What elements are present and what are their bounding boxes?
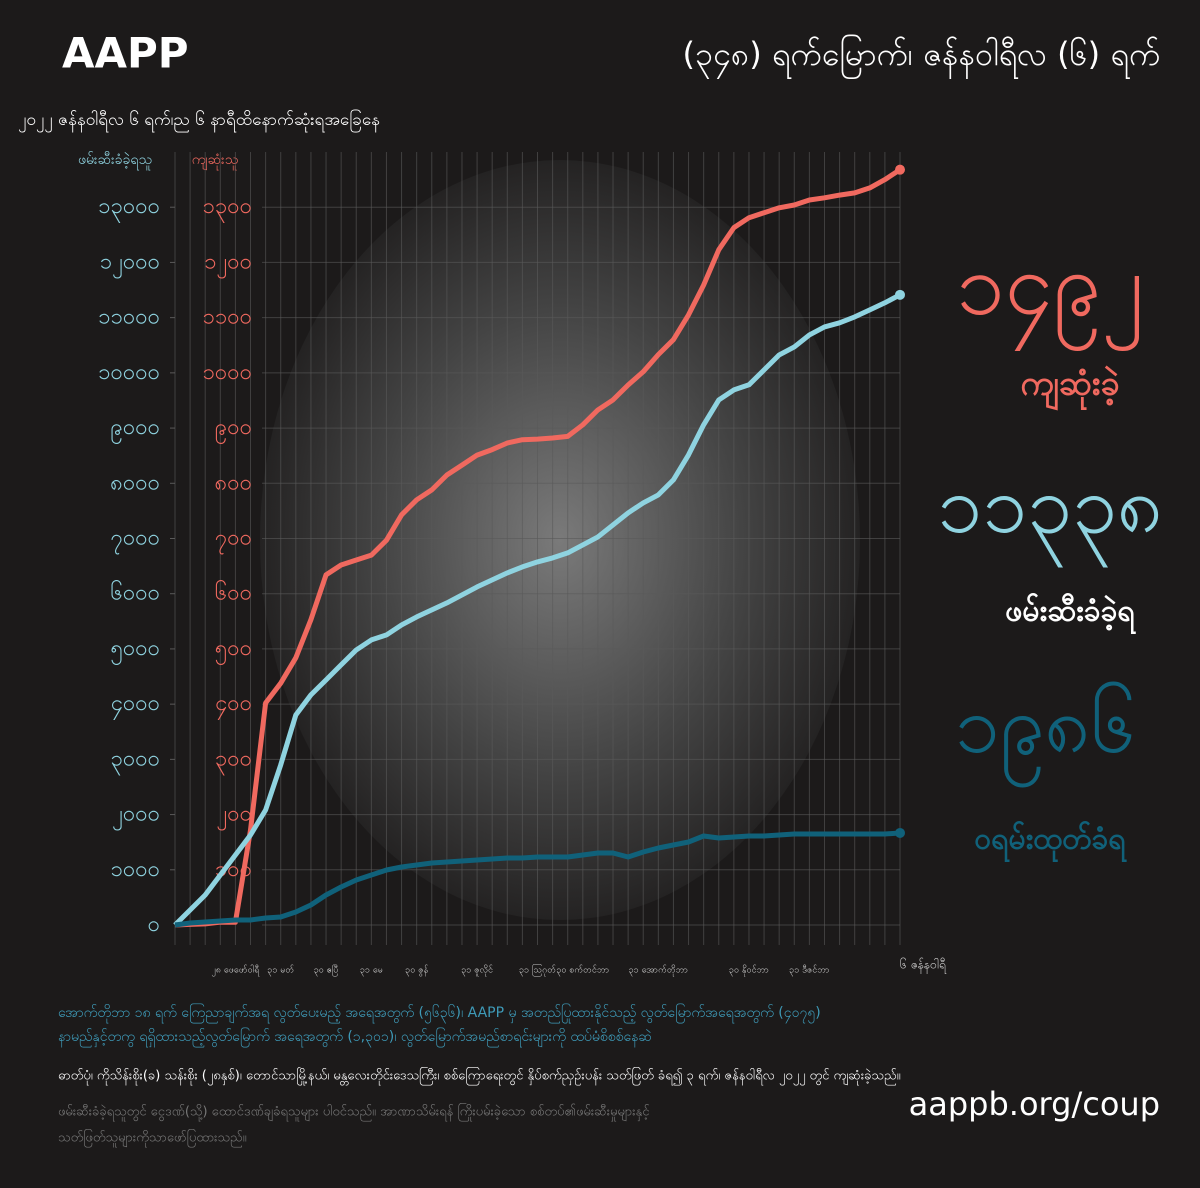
stat-number: ၁၁၃၃၈ bbox=[937, 458, 1163, 567]
x-tick-label: ၃၁ ဒီဇင်ဘာ bbox=[789, 965, 829, 977]
y2-tick-label: ၂၀၀ bbox=[216, 802, 252, 831]
footer-line: နာမည်နှင့်တကွ ရရှိထားသည့်လွတ်မြောက် အရေအ… bbox=[58, 1028, 652, 1047]
y-tick-label: ၄၀၀၀ bbox=[111, 691, 161, 720]
y-tick-label: ၁၁၀၀၀ bbox=[98, 305, 160, 330]
footer-line: အောက်တိုဘာ ၁၈ ရက် ကြေညာချက်အရ လွတ်ပေးမည့… bbox=[58, 1004, 821, 1023]
y2-tick-label: ၄၀၀ bbox=[215, 691, 252, 720]
stat-number: ၁၄၉၂ bbox=[956, 234, 1143, 351]
chart-title: (၃၄၈) ရက်မြောက်၊ ဇန်နဝါရီလ (၆) ရက် bbox=[683, 35, 1161, 79]
note-line: သတ်ဖြတ်သူများကိုသာဖော်ပြထားသည်။ bbox=[58, 1129, 247, 1148]
end-point bbox=[895, 289, 905, 300]
y-tick-label: ၃၀၀၀ bbox=[111, 746, 161, 775]
x-tick-label: ၂၈ ဖေဖော်ဝါရီ bbox=[211, 965, 260, 977]
y-tick-label: ၈၀၀၀ bbox=[110, 470, 160, 495]
brand: AAPP bbox=[62, 29, 189, 78]
x-tick-label: ၃၀ ဧပြီ bbox=[314, 965, 339, 977]
end-point bbox=[895, 827, 905, 838]
y2-tick-label: ၁၀၀၀ bbox=[203, 360, 253, 385]
x-tick-label: ၃၁ မတ် bbox=[267, 965, 294, 977]
series-line bbox=[174, 167, 902, 928]
stat-number: ၁၉၈၆ bbox=[955, 678, 1136, 787]
y-tick-label: ၁၀၀၀၀ bbox=[98, 360, 160, 385]
y2-tick-label: ၁၁၀၀ bbox=[203, 305, 253, 330]
x-tick-label: ၃၀ စက်တင်ဘာ bbox=[556, 965, 609, 977]
y2-tick-label: ၆၀၀ bbox=[215, 580, 252, 606]
x-tick-label: ၃၁ မေ bbox=[360, 966, 383, 977]
chart-subtitle: ၂၀၂၂ ဇန်နဝါရီလ ၆ ရက်၊ည ၆ နာရီထိနောက်ဆုံး… bbox=[18, 108, 380, 133]
y-tick-label: ၇၀၀၀ bbox=[111, 526, 161, 555]
x-tick-label: ၃၀ နိုဝင်ဘာ bbox=[729, 965, 769, 977]
y2-axis-title: ကျဆုံးသူ bbox=[192, 152, 239, 170]
x-tick-label: ၃၁ အောက်တိုဘာ bbox=[629, 965, 688, 977]
photo-caption: ဓာတ်ပုံ၊ ကိုသိန်းစိုး(ခ) သန်းစိုး (၂၈နှစ… bbox=[58, 1067, 901, 1086]
url[interactable]: aappb.org/coup bbox=[909, 1085, 1160, 1123]
y2-tick-label: ၁၂၀၀ bbox=[204, 249, 252, 278]
y2-tick-label: ၅၀၀ bbox=[215, 636, 252, 665]
y2-tick-label: ၁၃၀၀ bbox=[203, 194, 253, 223]
y-tick-label: ၁၂၀၀၀ bbox=[100, 249, 160, 278]
x-tick-label: ၃၀ ဇွန် bbox=[405, 965, 429, 977]
y-tick-label: ၅၀၀၀ bbox=[111, 636, 161, 665]
stat-label: ကျဆုံးခဲ့ bbox=[1020, 364, 1119, 411]
plot: ၀၁၀၀၀၂၀၀၀၃၀၀၀၄၀၀၀၅၀၀၀၆၀၀၀၇၀၀၀၈၀၀၀၉၀၀၀၁၀၀… bbox=[98, 152, 946, 977]
y-tick-label: ၀ bbox=[148, 912, 160, 937]
x-tick-label: ၃၁ ဩဂုတ် bbox=[519, 964, 557, 977]
x-tick-label: ၆ ဇန်နဝါရီ bbox=[900, 957, 946, 975]
y2-tick-label: ၇၀၀ bbox=[215, 526, 252, 555]
y-tick-label: ၉၀၀၀ bbox=[111, 415, 161, 444]
y-tick-label: ၁၀၀၀ bbox=[111, 857, 161, 882]
x-tick-label: ၃၁ ဇူလိုင် bbox=[461, 965, 493, 977]
stat-label: ဝရမ်းထုတ်ခံရ bbox=[974, 821, 1128, 864]
y2-tick-label: ၉၀၀ bbox=[215, 415, 252, 444]
y-axis-title: ဖမ်းဆီးခံခဲ့ရသူ bbox=[78, 152, 152, 170]
y-tick-label: ၂၀၀၀ bbox=[112, 802, 160, 831]
photo-backdrop bbox=[260, 160, 860, 920]
end-point bbox=[895, 164, 905, 175]
y-tick-label: ၆၀၀၀ bbox=[111, 580, 161, 606]
series-line bbox=[173, 292, 902, 927]
series-line bbox=[174, 830, 901, 928]
y2-tick-label: ၃၀၀ bbox=[215, 746, 252, 775]
stat-label: ဖမ်းဆီးခံခဲ့ရ bbox=[1005, 593, 1137, 636]
note-line: ဖမ်းဆီးခံခဲ့ရသူတွင် ငွေဒဏ်(သို့) ထောင်ဒဏ… bbox=[58, 1103, 650, 1122]
y2-tick-label: ၈၀၀ bbox=[215, 470, 252, 495]
y-tick-label: ၁၃၀၀၀ bbox=[98, 194, 160, 223]
